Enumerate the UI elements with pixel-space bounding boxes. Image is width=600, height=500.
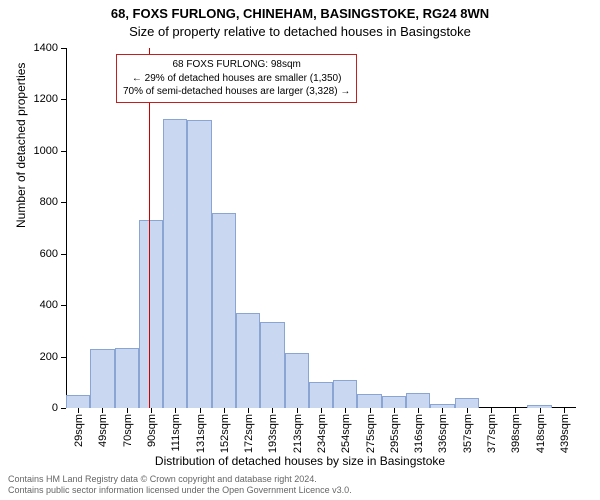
y-tick [61, 305, 66, 306]
footer-line: Contains public sector information licen… [8, 485, 352, 496]
y-tick [61, 254, 66, 255]
y-tick-label: 1400 [34, 42, 58, 54]
x-tick [564, 408, 565, 413]
y-tick [61, 99, 66, 100]
histogram-bar [382, 396, 406, 408]
y-tick-label: 800 [40, 196, 58, 208]
x-tick [272, 408, 273, 413]
histogram-bar [406, 393, 430, 408]
x-tick-label: 254sqm [340, 414, 352, 453]
histogram-bar [285, 353, 309, 408]
histogram-bar [90, 349, 114, 408]
x-tick [345, 408, 346, 413]
x-tick-label: 193sqm [267, 414, 279, 453]
x-axis-label: Distribution of detached houses by size … [0, 454, 600, 468]
x-tick-label: 377sqm [486, 414, 498, 453]
x-tick [442, 408, 443, 413]
x-tick-label: 90sqm [146, 414, 158, 447]
x-tick [467, 408, 468, 413]
x-tick [491, 408, 492, 413]
histogram-bar [260, 322, 284, 408]
x-tick-label: 49sqm [97, 414, 109, 447]
y-tick [61, 357, 66, 358]
x-tick [297, 408, 298, 413]
histogram-bar [212, 213, 236, 408]
y-tick-label: 0 [52, 402, 58, 414]
histogram-bar [455, 398, 479, 408]
x-tick-label: 418sqm [535, 414, 547, 453]
x-tick [200, 408, 201, 413]
x-tick-label: 316sqm [413, 414, 425, 453]
y-axis-label: Number of detached properties [14, 63, 28, 228]
x-tick-label: 172sqm [243, 414, 255, 453]
y-tick-label: 1000 [34, 145, 58, 157]
x-tick [102, 408, 103, 413]
y-tick [61, 408, 66, 409]
y-tick-label: 1200 [34, 93, 58, 105]
histogram-bar [309, 382, 333, 408]
annotation-line: ← 29% of detached houses are smaller (1,… [123, 72, 350, 86]
x-tick-label: 398sqm [510, 414, 522, 453]
y-tick [61, 151, 66, 152]
x-tick-label: 275sqm [365, 414, 377, 453]
x-tick-label: 70sqm [122, 414, 134, 447]
chart-subtitle: Size of property relative to detached ho… [0, 24, 600, 39]
x-tick-label: 439sqm [559, 414, 571, 453]
y-tick-label: 600 [40, 248, 58, 260]
y-tick [61, 202, 66, 203]
x-tick [175, 408, 176, 413]
x-tick-label: 131sqm [195, 414, 207, 453]
x-tick-label: 357sqm [462, 414, 474, 453]
histogram-bar [115, 348, 139, 408]
x-tick [540, 408, 541, 413]
x-tick [418, 408, 419, 413]
x-tick [78, 408, 79, 413]
x-tick-label: 295sqm [389, 414, 401, 453]
x-tick [370, 408, 371, 413]
x-tick [224, 408, 225, 413]
chart-title-address: 68, FOXS FURLONG, CHINEHAM, BASINGSTOKE,… [0, 6, 600, 21]
histogram-bar [163, 119, 187, 408]
x-tick [394, 408, 395, 413]
histogram-bar [187, 120, 211, 408]
x-tick-label: 213sqm [292, 414, 304, 453]
annotation-line: 68 FOXS FURLONG: 98sqm [123, 58, 350, 72]
y-axis-line [66, 48, 67, 408]
histogram-bar [139, 220, 163, 408]
y-tick-label: 200 [40, 351, 58, 363]
plot-area: 020040060080010001200140029sqm49sqm70sqm… [66, 48, 576, 408]
x-tick-label: 234sqm [316, 414, 328, 453]
footer-line: Contains HM Land Registry data © Crown c… [8, 474, 352, 485]
y-tick-label: 400 [40, 299, 58, 311]
histogram-bar [236, 313, 260, 408]
x-tick [248, 408, 249, 413]
x-tick [151, 408, 152, 413]
x-tick-label: 152sqm [219, 414, 231, 453]
x-tick-label: 111sqm [170, 414, 182, 452]
x-tick [127, 408, 128, 413]
annotation-line: 70% of semi-detached houses are larger (… [123, 85, 350, 99]
histogram-bar [66, 395, 90, 408]
x-tick [321, 408, 322, 413]
histogram-bar [333, 380, 357, 408]
y-tick [61, 48, 66, 49]
x-tick-label: 336sqm [437, 414, 449, 453]
chart-container: 68, FOXS FURLONG, CHINEHAM, BASINGSTOKE,… [0, 0, 600, 500]
x-tick-label: 29sqm [73, 414, 85, 447]
annotation-box: 68 FOXS FURLONG: 98sqm ← 29% of detached… [116, 54, 357, 103]
x-tick [515, 408, 516, 413]
histogram-bar [357, 394, 381, 408]
footer-attribution: Contains HM Land Registry data © Crown c… [8, 474, 352, 497]
